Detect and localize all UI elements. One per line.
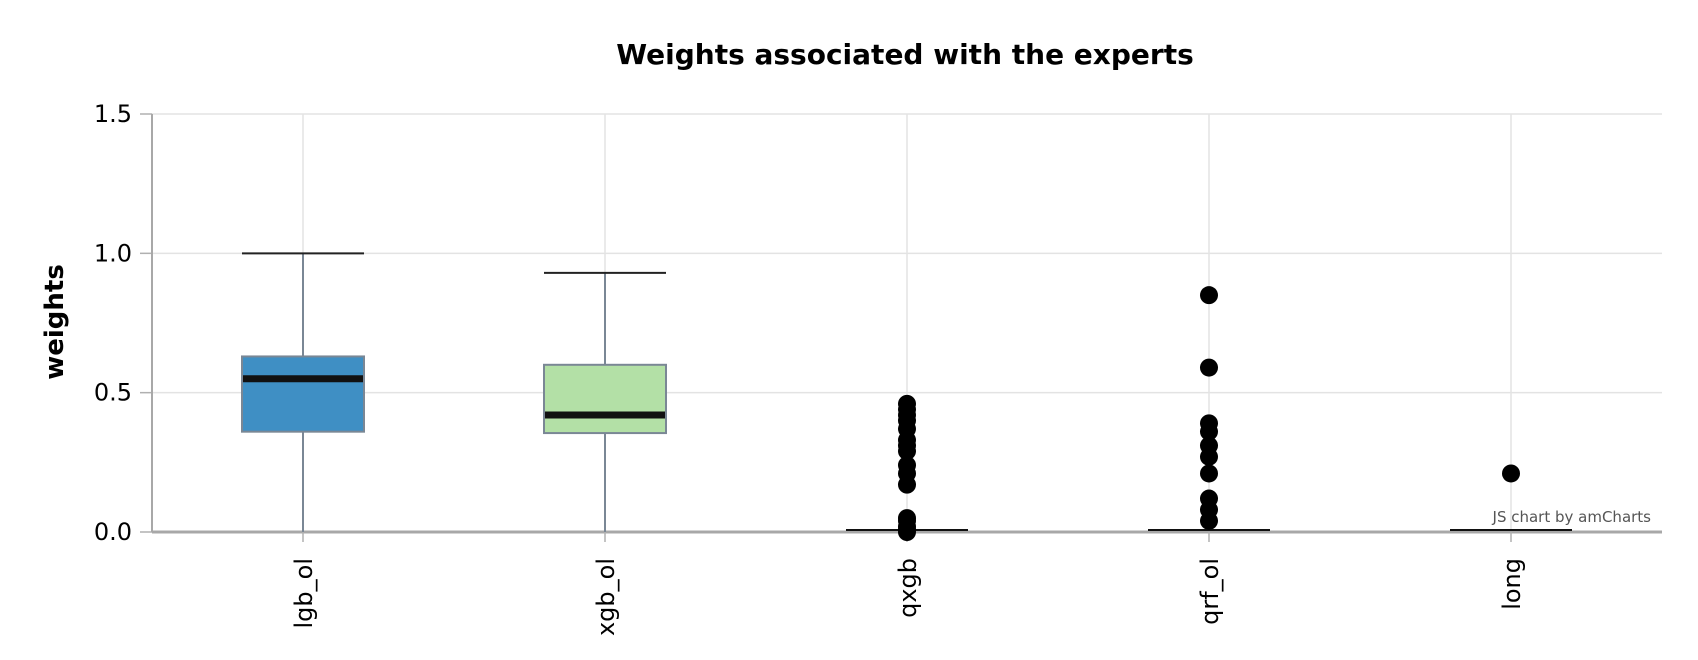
- box-series: [241, 252, 1572, 541]
- x-tick-label: long: [1498, 558, 1526, 610]
- box-lgb_ol: [241, 252, 365, 532]
- y-tick-label: 0.0: [94, 518, 132, 546]
- box-long: [1450, 464, 1572, 531]
- outlier-point[interactable]: [1200, 286, 1218, 305]
- outlier-point[interactable]: [1200, 464, 1218, 483]
- outlier-point[interactable]: [1200, 511, 1218, 530]
- y-tick-label: 1.5: [94, 100, 132, 128]
- box-xgb_ol: [543, 271, 667, 532]
- outlier-point[interactable]: [898, 523, 916, 541]
- x-tick-label: xgb_ol: [592, 558, 620, 636]
- box-body[interactable]: [241, 355, 365, 433]
- outlier-point[interactable]: [898, 475, 916, 494]
- box-qrf_ol: [1148, 286, 1270, 531]
- chart-credit[interactable]: JS chart by amCharts: [1492, 508, 1652, 526]
- chart-title: Weights associated with the experts: [616, 38, 1194, 71]
- y-tick-labels: 0.0 0.5 1.0 1.5: [94, 100, 132, 546]
- outlier-point[interactable]: [1200, 358, 1218, 377]
- outlier-point[interactable]: [1200, 422, 1218, 441]
- category-labels: lgb_ol xgb_ol qxgb qrf_ol long: [290, 558, 1526, 636]
- x-tick-label: qxgb: [894, 558, 922, 618]
- y-tick-label: 0.5: [94, 379, 132, 407]
- box-body[interactable]: [543, 363, 667, 435]
- outlier-point[interactable]: [1502, 464, 1520, 483]
- y-tick-label: 1.0: [94, 239, 132, 267]
- x-tick-label: lgb_ol: [290, 558, 318, 629]
- outlier-point[interactable]: [1200, 447, 1218, 466]
- y-axis-label: weights: [40, 264, 70, 380]
- box-qxgb: [846, 394, 968, 541]
- outlier-point[interactable]: [898, 442, 916, 461]
- x-tick-label: qrf_ol: [1196, 558, 1224, 625]
